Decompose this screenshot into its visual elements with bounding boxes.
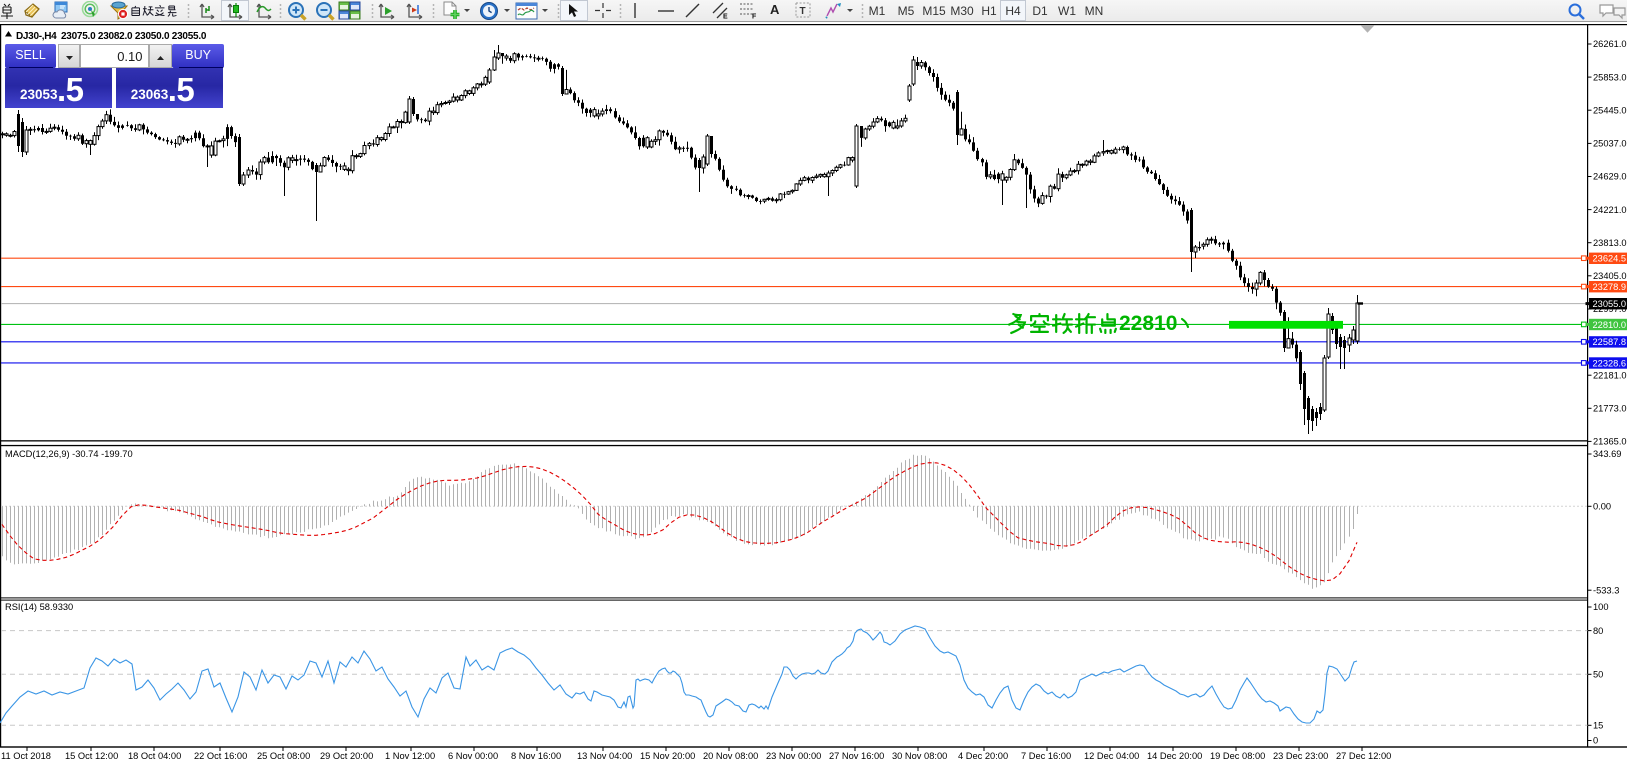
- svg-text:12 Dec 04:00: 12 Dec 04:00: [1084, 751, 1139, 761]
- svg-text:80: 80: [1593, 626, 1603, 636]
- svg-text:100: 100: [1593, 602, 1609, 612]
- svg-text:20 Nov 08:00: 20 Nov 08:00: [703, 751, 758, 761]
- svg-text:F: F: [752, 14, 757, 20]
- svg-text:23278.9: 23278.9: [1593, 282, 1627, 292]
- svg-text:23075.0 23082.0 23050.0 23055.: 23075.0 23082.0 23050.0 23055.0: [61, 31, 207, 42]
- svg-text:MACD(12,26,9) -30.74 -199.70: MACD(12,26,9) -30.74 -199.70: [5, 449, 133, 459]
- svg-text:8 Nov 16:00: 8 Nov 16:00: [511, 751, 561, 761]
- svg-text:30 Nov 08:00: 30 Nov 08:00: [892, 751, 947, 761]
- svg-text:0: 0: [1593, 736, 1598, 746]
- svg-text:RSI(14) 58.9330: RSI(14) 58.9330: [5, 602, 73, 612]
- svg-text:23055.0: 23055.0: [1593, 299, 1627, 309]
- svg-text:29 Oct 20:00: 29 Oct 20:00: [320, 751, 373, 761]
- svg-text:23813.0: 23813.0: [1593, 238, 1627, 248]
- svg-text:11 Oct 2018: 11 Oct 2018: [1, 751, 51, 761]
- svg-text:19 Dec 08:00: 19 Dec 08:00: [1210, 751, 1265, 761]
- svg-text:T: T: [800, 6, 806, 17]
- svg-text:22181.0: 22181.0: [1593, 370, 1627, 380]
- svg-text:21773.0: 21773.0: [1593, 404, 1627, 414]
- svg-text:14 Dec 20:00: 14 Dec 20:00: [1147, 751, 1202, 761]
- svg-text:6 Nov 00:00: 6 Nov 00:00: [448, 751, 498, 761]
- svg-text:22587.8: 22587.8: [1593, 337, 1627, 347]
- svg-text:343.69: 343.69: [1593, 449, 1621, 459]
- svg-text:22328.6: 22328.6: [1593, 358, 1627, 368]
- svg-text:1 Nov 12:00: 1 Nov 12:00: [385, 751, 435, 761]
- svg-text:23405.0: 23405.0: [1593, 271, 1627, 281]
- svg-text:25853.0: 25853.0: [1593, 72, 1627, 82]
- svg-text:22810.0: 22810.0: [1593, 320, 1627, 330]
- svg-text:DJ30-,H4: DJ30-,H4: [16, 31, 57, 42]
- svg-text:E: E: [723, 14, 728, 20]
- svg-text:22 Oct 16:00: 22 Oct 16:00: [194, 751, 247, 761]
- svg-text:23 Dec 23:00: 23 Dec 23:00: [1273, 751, 1328, 761]
- svg-text:15 Nov 20:00: 15 Nov 20:00: [640, 751, 695, 761]
- svg-text:15: 15: [1593, 721, 1603, 731]
- svg-text:0.00: 0.00: [1593, 502, 1611, 512]
- svg-text:4 Dec 20:00: 4 Dec 20:00: [958, 751, 1008, 761]
- svg-text:15 Oct 12:00: 15 Oct 12:00: [65, 751, 118, 761]
- svg-text:50: 50: [1593, 670, 1603, 680]
- svg-text:23 Nov 00:00: 23 Nov 00:00: [766, 751, 821, 761]
- svg-text:24629.0: 24629.0: [1593, 172, 1627, 182]
- svg-text:27 Dec 12:00: 27 Dec 12:00: [1336, 751, 1391, 761]
- svg-text:-533.3: -533.3: [1593, 585, 1619, 595]
- svg-text:24221.0: 24221.0: [1593, 205, 1627, 215]
- svg-text:23624.5: 23624.5: [1593, 254, 1627, 264]
- svg-text:21365.0: 21365.0: [1593, 437, 1627, 447]
- svg-text:27 Nov 16:00: 27 Nov 16:00: [829, 751, 884, 761]
- svg-text:18 Oct 04:00: 18 Oct 04:00: [128, 751, 181, 761]
- svg-text:25 Oct 08:00: 25 Oct 08:00: [257, 751, 310, 761]
- svg-text:25037.0: 25037.0: [1593, 139, 1627, 149]
- svg-text:26261.0: 26261.0: [1593, 39, 1627, 49]
- svg-text:7 Dec 16:00: 7 Dec 16:00: [1021, 751, 1071, 761]
- svg-text:22810: 22810: [1119, 312, 1177, 335]
- svg-text:25445.0: 25445.0: [1593, 105, 1627, 115]
- svg-text:13 Nov 04:00: 13 Nov 04:00: [577, 751, 632, 761]
